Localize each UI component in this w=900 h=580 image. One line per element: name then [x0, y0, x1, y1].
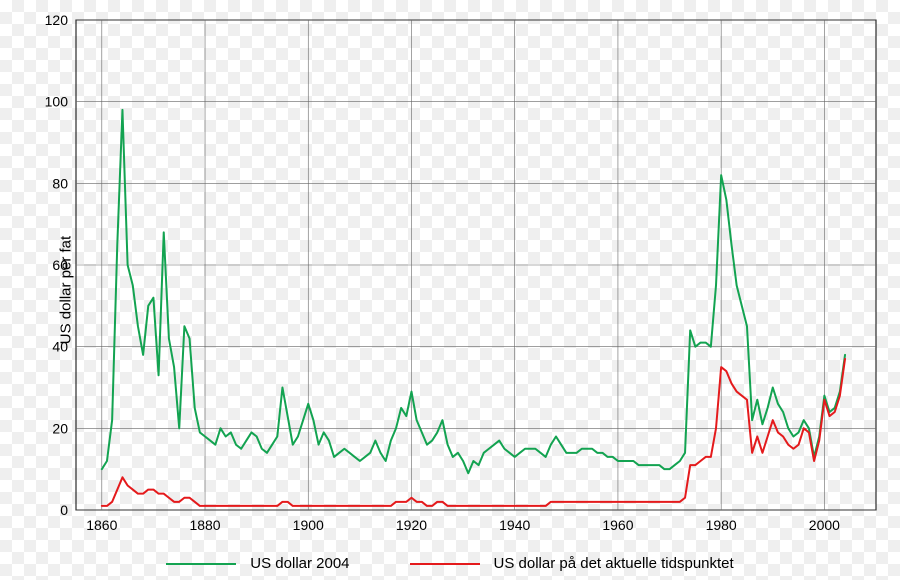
- svg-text:1920: 1920: [396, 517, 427, 533]
- svg-text:1900: 1900: [293, 517, 324, 533]
- legend-label-current: US dollar på det aktuelle tidspunktet: [494, 555, 734, 572]
- line-chart: 1860188019001920194019601980200002040608…: [0, 0, 900, 560]
- legend-label-2004: US dollar 2004: [250, 555, 349, 572]
- legend-swatch-2004: [166, 563, 236, 565]
- legend-item-2004: US dollar 2004: [166, 555, 349, 572]
- svg-text:1980: 1980: [706, 517, 737, 533]
- svg-text:2000: 2000: [809, 517, 840, 533]
- svg-text:0: 0: [60, 502, 68, 518]
- svg-text:1960: 1960: [602, 517, 633, 533]
- svg-text:20: 20: [52, 420, 68, 436]
- chart-container: US dollar per fat 1860 1880 1900 1920 1940 19…: [0, 0, 900, 580]
- svg-text:1860: 1860: [86, 517, 117, 533]
- legend-swatch-current: [410, 563, 480, 565]
- svg-text:120: 120: [45, 12, 69, 28]
- legend: US dollar 2004 US dollar på det aktuelle…: [0, 555, 900, 572]
- legend-item-current: US dollar på det aktuelle tidspunktet: [410, 555, 734, 572]
- svg-text:1940: 1940: [499, 517, 530, 533]
- y-axis-label: US dollar per fat: [58, 236, 75, 344]
- svg-text:80: 80: [52, 175, 68, 191]
- svg-text:1880: 1880: [189, 517, 220, 533]
- svg-text:100: 100: [45, 94, 69, 110]
